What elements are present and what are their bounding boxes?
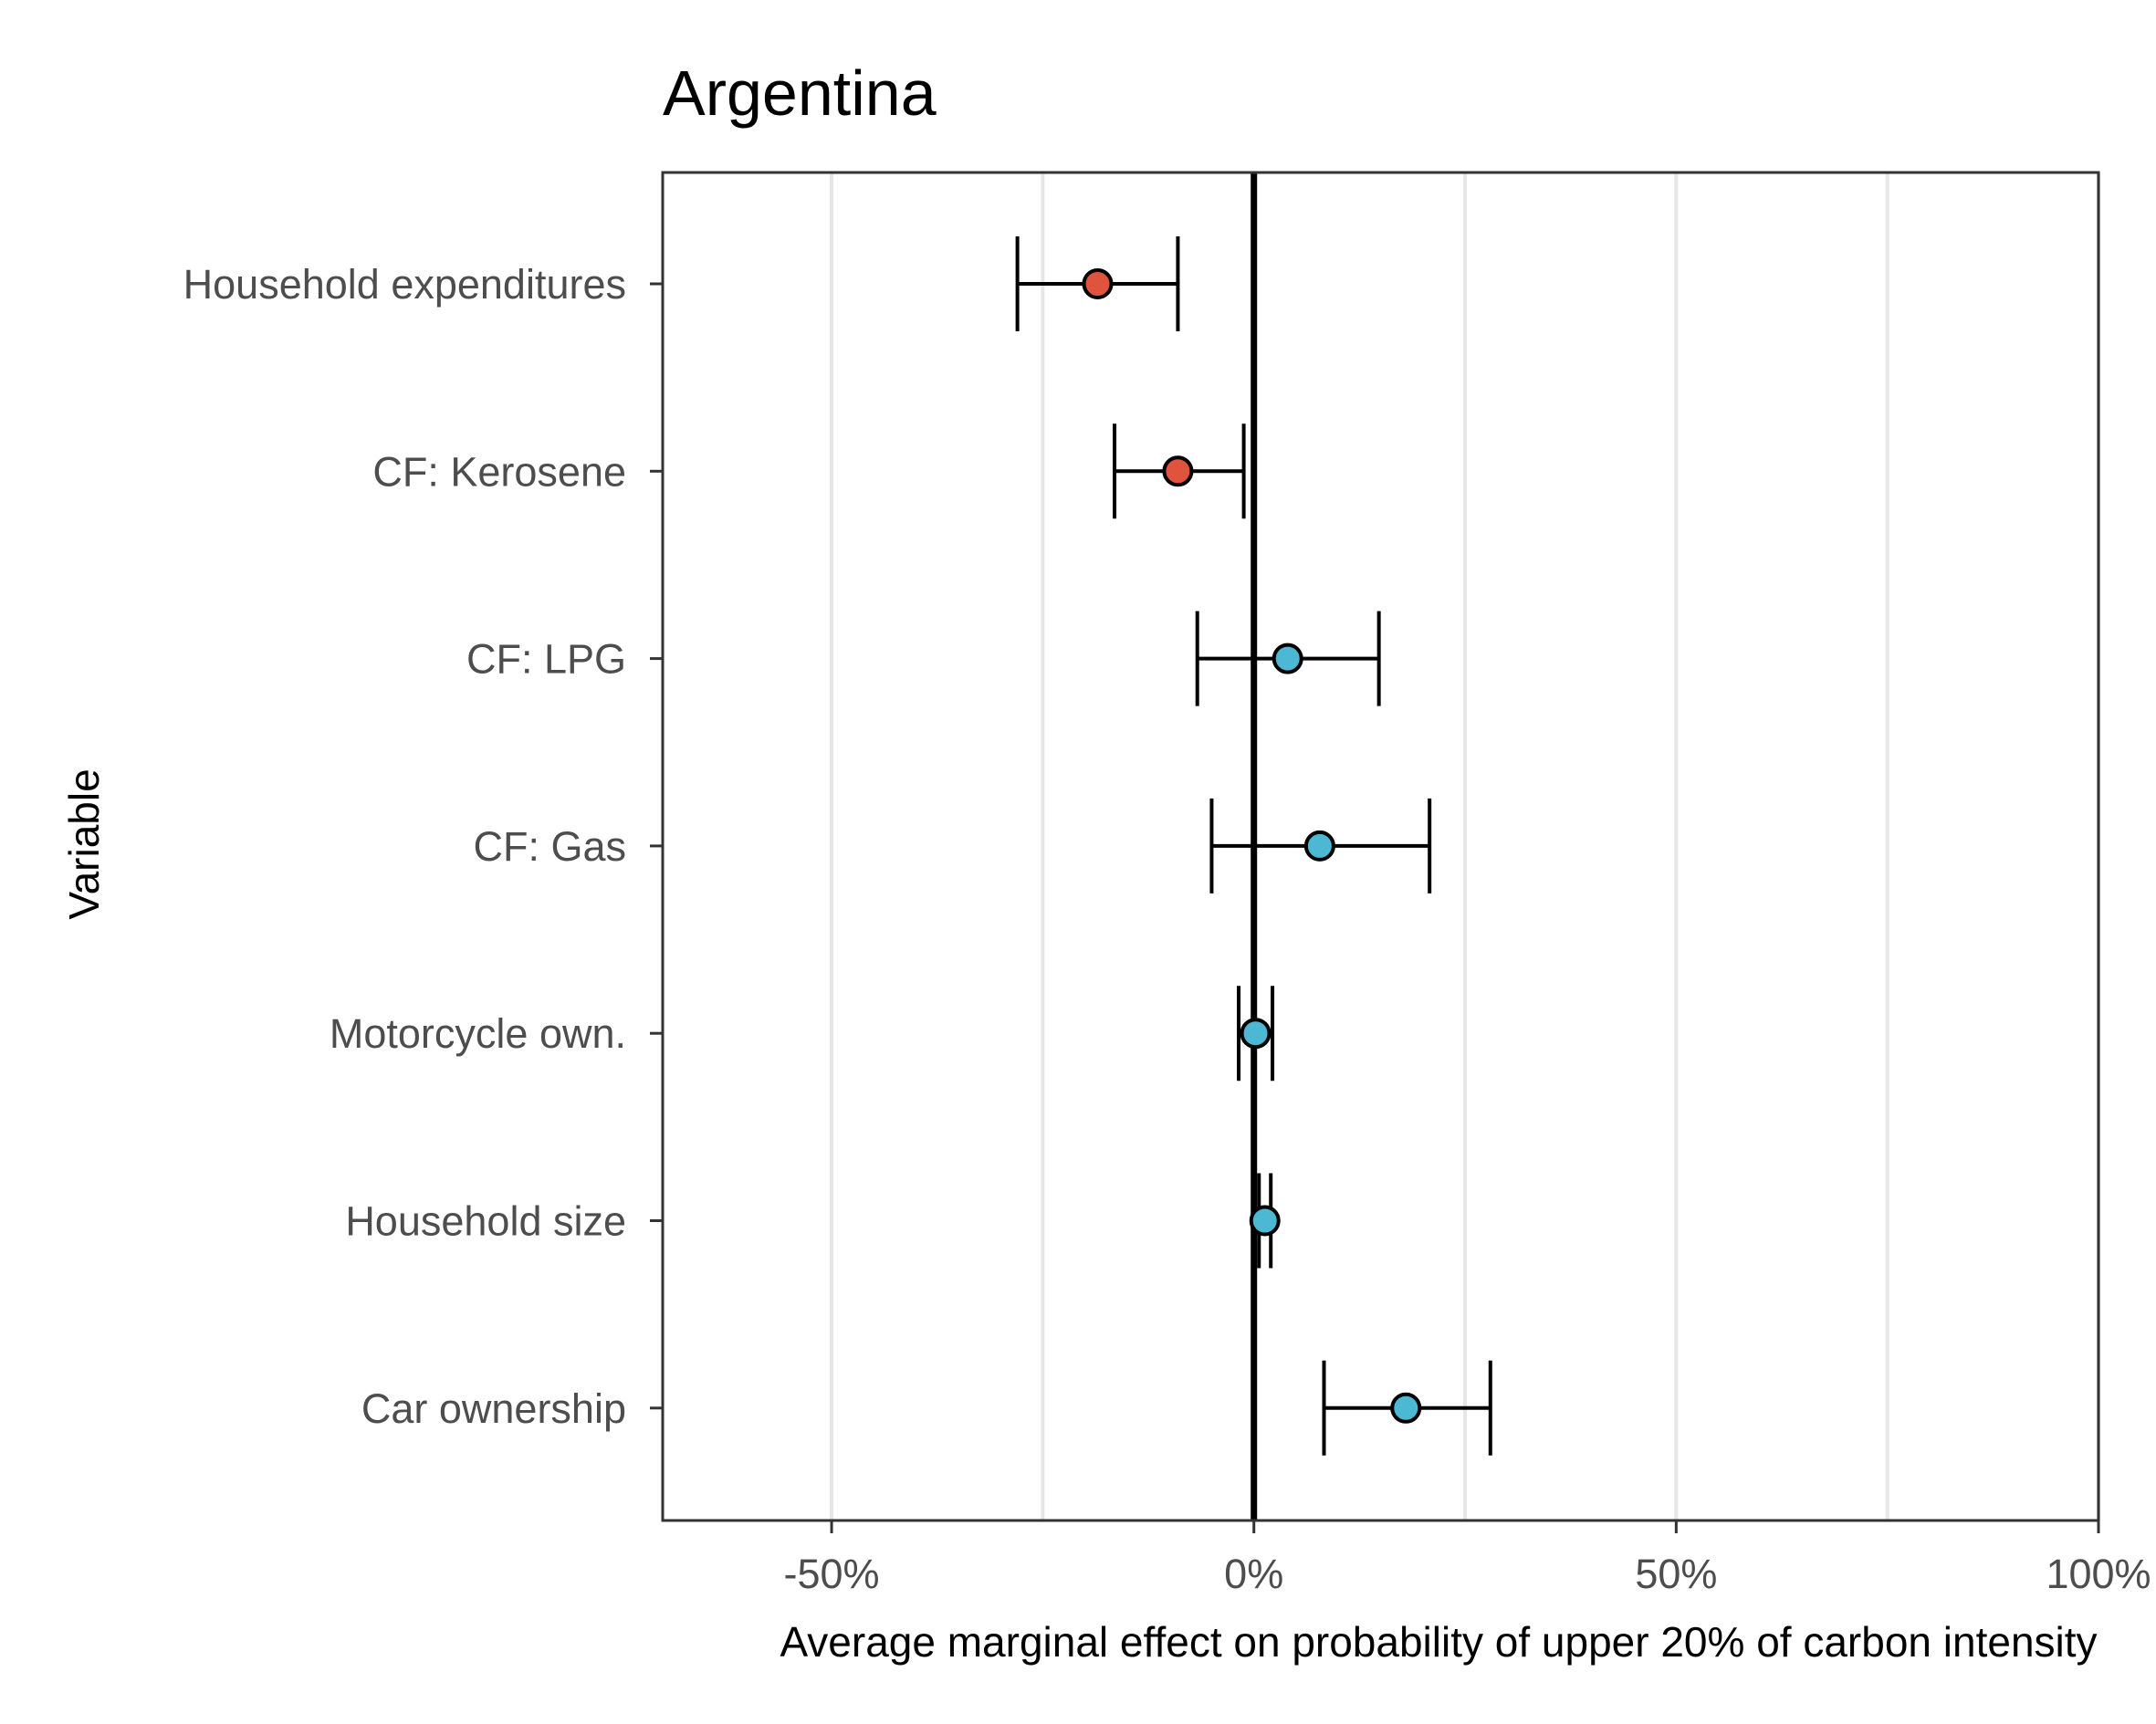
estimate-group [1322,1360,1492,1456]
estimate-group [1195,611,1381,706]
chart-title: Argentina [663,57,937,129]
estimate-point [1272,643,1303,674]
y-tick-label: CF: Kerosene [372,448,626,495]
y-tick-label: Household expenditures [183,261,626,308]
y-tick-label: Car ownership [361,1385,626,1432]
estimate-point [1303,830,1335,862]
estimate-point [1390,1392,1422,1424]
x-axis: -50% 0% 50% 100% [784,1520,2151,1597]
x-tick-label: -50% [784,1551,880,1597]
x-tick-label: 100% [2046,1551,2151,1597]
y-axis-title: Variable [60,768,108,919]
estimate-point [1082,268,1114,299]
y-tick-label: CF: LPG [466,636,626,683]
x-axis-title: Average marginal effect on probability o… [780,1618,2097,1666]
estimate-group [1113,423,1246,519]
grid-layer [830,172,2100,1520]
estimate-group [1015,236,1180,331]
estimate-point [1162,455,1194,487]
y-tick-label: CF: Gas [473,823,626,870]
y-tick-label: Household size [345,1198,626,1245]
x-tick-label: 0% [1224,1551,1283,1597]
estimate-group [1249,1173,1281,1269]
estimate-group [1209,798,1432,893]
y-axis: Household expenditures CF: Kerosene CF: LP… [183,261,663,1432]
estimate-point [1249,1205,1281,1237]
marks-layer [1015,236,1492,1456]
x-tick-label: 50% [1635,1551,1717,1597]
y-tick-label: Motorcycle own. [330,1010,626,1057]
estimate-group [1237,986,1275,1081]
estimate-point [1240,1018,1272,1050]
